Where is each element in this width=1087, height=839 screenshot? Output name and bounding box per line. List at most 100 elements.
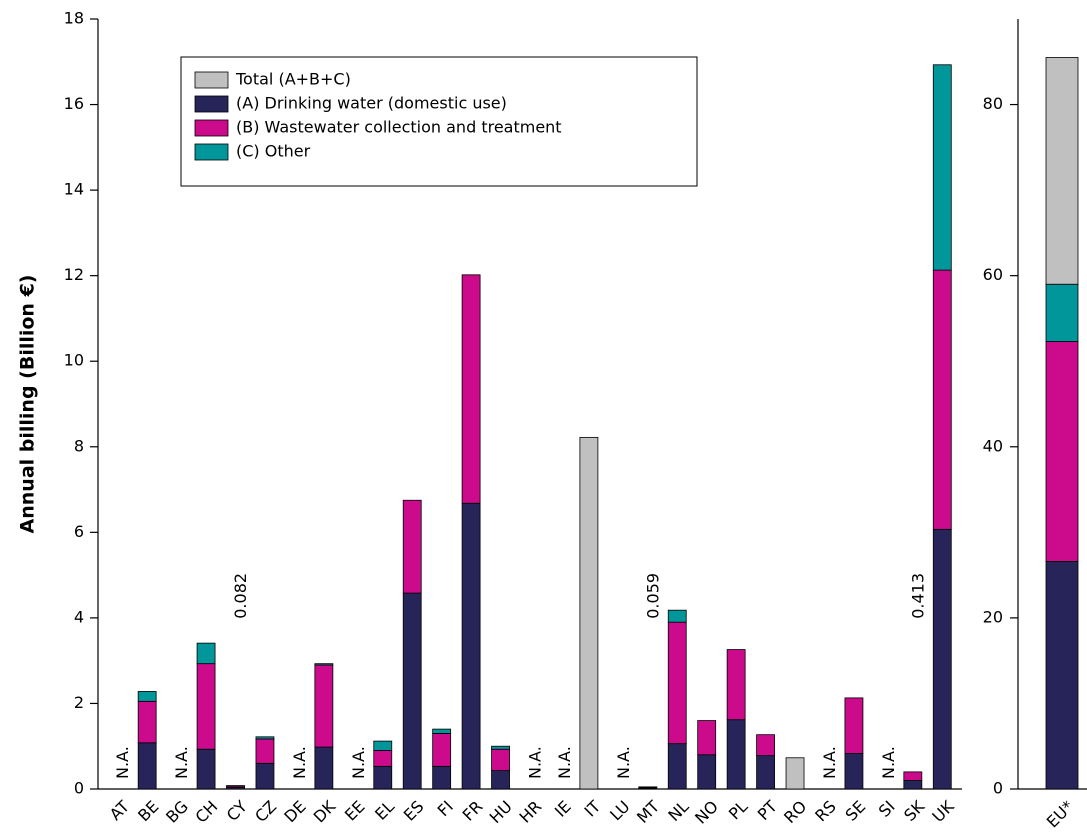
bar-segment [697,720,717,756]
y-tick-label: 12 [64,265,84,284]
annotation: N.A. [113,746,132,779]
bar-segment [903,771,923,781]
y-tick-label: 40 [983,436,1003,455]
legend-label: (B) Wastewater collection and treatment [236,118,562,137]
bar-segment [491,770,510,790]
x-tick-label: SE [841,797,869,825]
bar-segment [255,762,275,790]
y-tick-label: 16 [64,94,84,113]
annotation: N.A. [820,746,839,779]
bar-segment [402,499,422,594]
bar-segment [756,734,775,757]
x-tick-label: CH [192,797,222,827]
y-tick-label: 6 [74,522,84,541]
x-tick-label: FR [459,797,487,825]
bar-segment [432,732,452,767]
x-tick-label: MT [633,797,663,827]
bar-segment [1045,561,1079,790]
bar-segment [785,757,805,790]
bar-segment [844,697,864,754]
bar-segment [461,274,481,504]
y-tick-label: 14 [64,180,84,199]
x-tick-label: EL [371,797,398,824]
x-tick-label: EU* [1043,797,1078,832]
legend-swatch [194,71,229,89]
x-tick-label: HR [516,797,546,827]
annotation: N.A. [526,746,545,779]
y-tick-label: 18 [64,9,84,28]
y-tick-label: 10 [64,351,84,370]
x-tick-label: PT [754,797,781,824]
bar-segment [137,691,157,702]
bar-segment [373,765,393,790]
bar-segment [373,740,393,751]
x-tick-label: CZ [251,797,280,826]
x-tick-label: BG [162,797,192,827]
x-tick-label: NL [664,797,692,825]
bar-segment [255,736,275,740]
x-tick-label: SI [875,797,899,821]
bar-segment [373,750,393,767]
x-tick-label: IT [581,797,605,821]
legend-swatch [194,119,229,137]
bar-segment [314,746,334,790]
y-axis-label: Annual billing (Billion €) [17,275,39,534]
bar-segment [137,742,157,790]
bar-segment [1045,283,1079,342]
x-tick-label: IE [551,797,575,821]
bar-segment [932,528,952,790]
bar-segment [314,664,334,748]
legend-swatch [194,95,229,113]
x-tick-label: DK [310,797,340,827]
bar-segment [1045,341,1079,562]
bar-segment [667,609,687,623]
bar-segment [255,738,275,764]
annotation: 0.413 [908,573,927,619]
y-tick-label: 80 [983,94,1003,113]
x-tick-label: PL [725,797,752,824]
bar-segment [697,754,717,790]
bar-segment [314,663,334,666]
x-tick-label: ES [400,797,428,825]
y-tick-label: 8 [74,436,84,455]
x-tick-label: HU [486,797,516,827]
bar-segment [844,753,864,790]
bar-segment [932,269,952,530]
bar-segment [579,436,599,790]
annotation: N.A. [879,746,898,779]
bar-segment [491,748,510,772]
bar-segment [491,745,510,750]
bar-segment [461,502,481,790]
legend-box [180,56,698,187]
x-tick-label: RO [780,797,810,827]
bar-segment [756,755,775,790]
x-tick-label: UK [928,797,957,826]
y-tick-label: 60 [983,265,1003,284]
x-tick-label: DE [280,797,309,826]
bar-segment [667,621,687,745]
bar-segment [726,719,746,790]
y-tick-label: 0 [74,779,84,798]
x-tick-label: LU [606,797,633,824]
annotation: N.A. [555,746,574,779]
y-tick-label: 20 [983,607,1003,626]
bar-segment [137,700,157,744]
x-tick-label: NO [691,797,722,828]
bar-segment [1045,57,1079,285]
bar-segment [196,748,216,790]
annotation: N.A. [349,746,368,779]
annotation: N.A. [172,746,191,779]
annotation: N.A. [614,746,633,779]
bar-segment [432,728,452,734]
x-tick-label: SK [900,797,928,825]
bar-segment [932,64,952,271]
x-tick-label: EE [341,797,369,825]
bar-segment [903,780,923,790]
legend-label: Total (A+B+C) [235,70,351,89]
x-tick-label: CY [223,797,251,825]
bar-segment [667,743,687,790]
annotation: 0.082 [231,573,250,619]
annotation: 0.059 [643,573,662,619]
legend-label: (C) Other [236,142,311,161]
